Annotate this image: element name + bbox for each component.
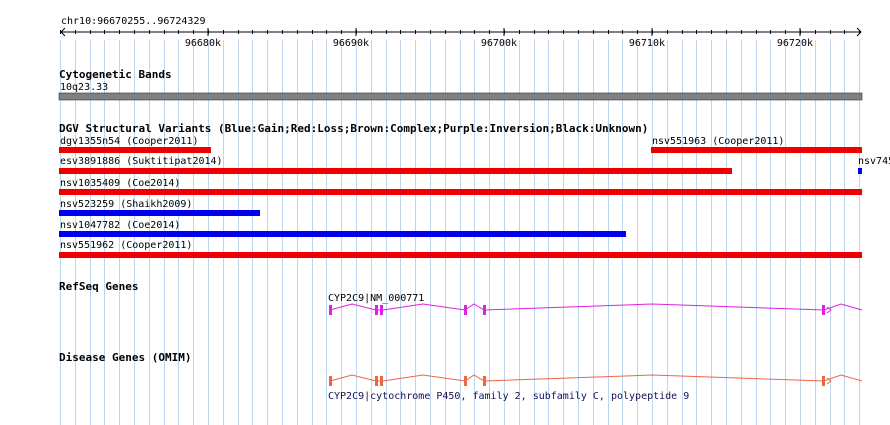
ruler-right-arrow	[856, 27, 862, 37]
cytoband-track: Cytogenetic Bands 10q23.33	[58, 68, 863, 101]
tick-label-96690k: 96690k	[333, 38, 369, 49]
exon	[822, 305, 825, 315]
exon	[483, 305, 486, 315]
exon	[375, 376, 378, 386]
omim-gene-model[interactable]	[329, 374, 863, 386]
dgv-track-title: DGV Structural Variants (Blue:Gain;Red:L…	[59, 122, 648, 135]
ruler-minor-ticks	[60, 30, 860, 34]
refseq-track: RefSeq Genes CYP2C9|NM_000771	[59, 280, 863, 315]
omim-track-title: Disease Genes (OMIM)	[59, 351, 191, 364]
exon	[329, 376, 332, 386]
variant-label: nsv523259 (Shaikh2009)	[60, 199, 192, 210]
omim-gene-label: CYP2C9|cytochrome P450, family 2, subfam…	[328, 391, 689, 402]
variant-bar-loss[interactable]	[59, 147, 211, 153]
variant-label: esv3891886 (Suktitipat2014)	[60, 156, 223, 167]
variant-label: nsv1035409 (Coe2014)	[60, 178, 180, 189]
refseq-gene-label: CYP2C9|NM_000771	[328, 293, 424, 304]
refseq-track-title: RefSeq Genes	[59, 280, 138, 293]
exon	[380, 305, 383, 315]
tick-label-96680k: 96680k	[185, 38, 221, 49]
exon	[464, 376, 467, 386]
variant-label: nsv745	[858, 156, 890, 167]
variant-bar-gain[interactable]	[59, 231, 626, 237]
ruler-major-ticks	[207, 28, 801, 36]
cytoband-label: 10q23.33	[60, 82, 108, 93]
exon	[483, 376, 486, 386]
omim-track: Disease Genes (OMIM) CYP2C9|cytochrome P…	[59, 351, 863, 402]
variant-label: nsv1047782 (Coe2014)	[60, 220, 180, 231]
variant-bar-loss[interactable]	[59, 168, 732, 174]
variant-bar-loss[interactable]	[59, 252, 862, 258]
exon	[380, 376, 383, 386]
variant-label: nsv551962 (Cooper2011)	[60, 240, 192, 251]
variant-label: nsv551963 (Cooper2011)	[652, 136, 784, 147]
region-label: chr10:96670255..96724329	[61, 16, 206, 27]
variant-bar-gain[interactable]	[59, 210, 260, 216]
refseq-gene-model[interactable]	[329, 303, 863, 315]
exon	[329, 305, 332, 315]
exon	[822, 376, 825, 386]
variant-label: dgv1355n54 (Cooper2011)	[60, 136, 198, 147]
ruler[interactable]: chr10:96670255..96724329 96680k 96690k 9…	[60, 16, 862, 49]
variant-bar-loss[interactable]	[651, 147, 862, 153]
tick-label-96700k: 96700k	[481, 38, 517, 49]
exon	[464, 305, 467, 315]
strand-arrow	[826, 306, 832, 314]
tick-label-96720k: 96720k	[777, 38, 813, 49]
tick-label-96710k: 96710k	[629, 38, 665, 49]
variant-bar-gain[interactable]	[858, 168, 862, 174]
strand-arrow	[826, 377, 832, 385]
exon	[375, 305, 378, 315]
dgv-track: DGV Structural Variants (Blue:Gain;Red:L…	[59, 122, 890, 258]
variant-bar-loss[interactable]	[59, 189, 862, 195]
cytoband-track-title: Cytogenetic Bands	[59, 68, 172, 81]
cytoband-bar[interactable]	[58, 92, 863, 101]
